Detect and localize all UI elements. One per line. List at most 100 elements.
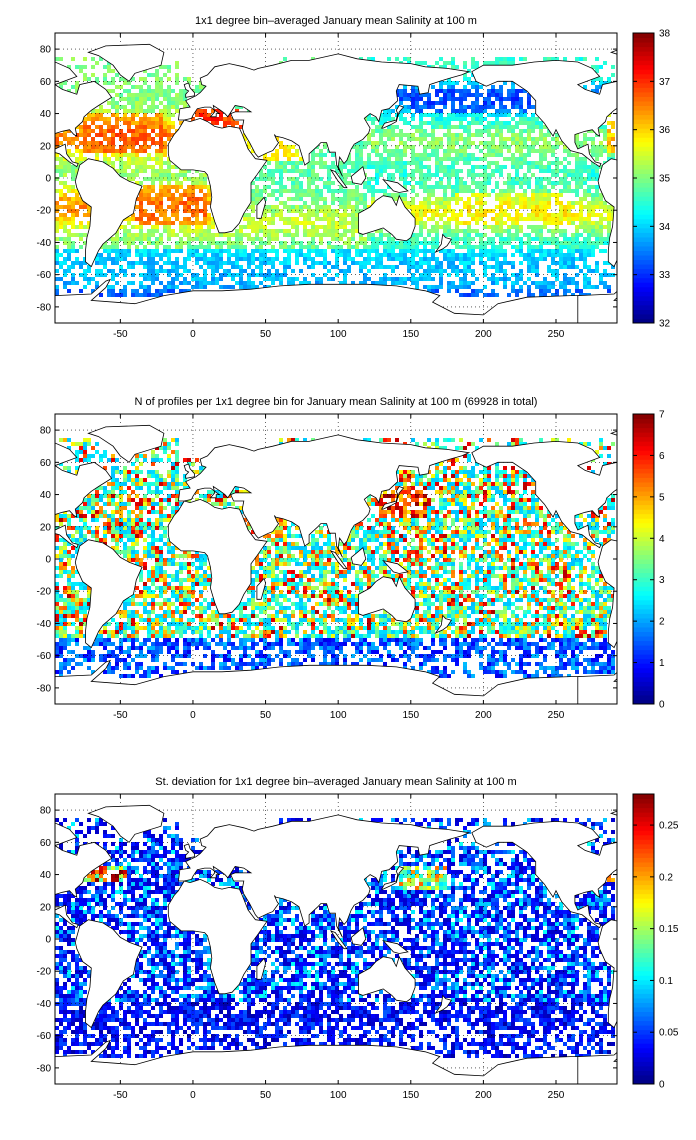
data-cell — [379, 494, 383, 498]
data-cell — [507, 121, 511, 125]
data-cell — [115, 486, 119, 490]
data-cell — [139, 221, 143, 225]
data-cell — [543, 285, 547, 289]
data-cell — [59, 237, 63, 241]
data-cell — [167, 205, 171, 209]
data-cell — [411, 85, 415, 89]
data-cell — [231, 277, 235, 281]
data-cell — [79, 261, 83, 265]
data-cell — [139, 181, 143, 185]
data-cell — [151, 93, 155, 97]
data-cell — [531, 265, 535, 269]
data-cell — [367, 237, 371, 241]
data-cell — [167, 121, 171, 125]
data-cell — [363, 245, 367, 249]
data-cell — [599, 141, 603, 145]
data-cell — [131, 97, 135, 101]
data-cell — [171, 289, 175, 293]
data-cell — [143, 161, 147, 165]
data-cell — [195, 237, 199, 241]
colorbar-tick-label: 33 — [659, 270, 671, 281]
data-cell — [351, 217, 355, 221]
data-cell — [59, 514, 63, 518]
data-cell — [195, 281, 199, 285]
data-cell — [607, 229, 611, 233]
data-cell — [515, 237, 519, 241]
data-cell — [123, 273, 127, 277]
data-cell — [463, 161, 467, 165]
data-cell — [531, 213, 535, 217]
data-cell — [495, 129, 499, 133]
data-cell — [127, 217, 131, 221]
data-cell — [479, 217, 483, 221]
data-cell — [443, 253, 447, 257]
data-cell — [555, 145, 559, 149]
data-cell — [475, 229, 479, 233]
landmass-australia — [358, 194, 416, 242]
data-cell — [559, 261, 563, 265]
data-cell — [147, 249, 151, 253]
data-cell — [59, 261, 63, 265]
data-cell — [411, 510, 415, 514]
data-cell — [219, 502, 223, 506]
data-cell — [83, 502, 87, 506]
data-cell — [595, 225, 599, 229]
data-cell — [495, 502, 499, 506]
data-cell — [151, 197, 155, 201]
data-cell — [91, 149, 95, 153]
data-cell — [387, 137, 391, 141]
data-cell — [515, 213, 519, 217]
data-cell — [63, 217, 67, 221]
data-cell — [503, 61, 507, 65]
colorbar-segment — [633, 291, 654, 297]
data-cell — [79, 237, 83, 241]
data-cell — [571, 281, 575, 285]
data-cell — [563, 185, 567, 189]
data-cell — [67, 129, 71, 133]
data-cell — [395, 502, 399, 506]
data-cell — [435, 149, 439, 153]
data-cell — [483, 510, 487, 514]
data-cell — [587, 249, 591, 253]
data-cell — [67, 281, 71, 285]
data-cell — [439, 269, 443, 273]
data-cell — [507, 197, 511, 201]
data-cell — [579, 289, 583, 293]
data-cell — [95, 450, 99, 454]
data-cell — [103, 522, 107, 526]
data-cell — [555, 237, 559, 241]
data-cell — [571, 293, 575, 297]
data-cell — [523, 506, 527, 510]
data-cell — [311, 57, 315, 61]
data-cell — [167, 109, 171, 113]
data-cell — [211, 217, 215, 221]
data-cell — [507, 225, 511, 229]
data-cell — [207, 225, 211, 229]
data-cell — [151, 213, 155, 217]
data-cell — [79, 65, 83, 69]
data-cell — [143, 253, 147, 257]
data-cell — [67, 217, 71, 221]
data-cell — [471, 269, 475, 273]
data-cell — [135, 141, 139, 145]
data-cell — [443, 478, 447, 482]
data-cell — [599, 205, 603, 209]
data-cell — [111, 482, 115, 486]
data-cell — [275, 277, 279, 281]
data-cell — [155, 482, 159, 486]
data-cell — [343, 249, 347, 253]
data-cell — [147, 137, 151, 141]
data-cell — [171, 510, 175, 514]
data-cell — [131, 113, 135, 117]
data-cell — [163, 442, 167, 446]
data-cell — [235, 257, 239, 261]
data-cell — [135, 261, 139, 265]
data-cell — [183, 261, 187, 265]
data-cell — [511, 217, 515, 221]
data-cell — [155, 502, 159, 506]
data-cell — [327, 177, 331, 181]
data-cell — [359, 157, 363, 161]
data-cell — [411, 522, 415, 526]
data-cell — [95, 253, 99, 257]
data-cell — [171, 482, 175, 486]
